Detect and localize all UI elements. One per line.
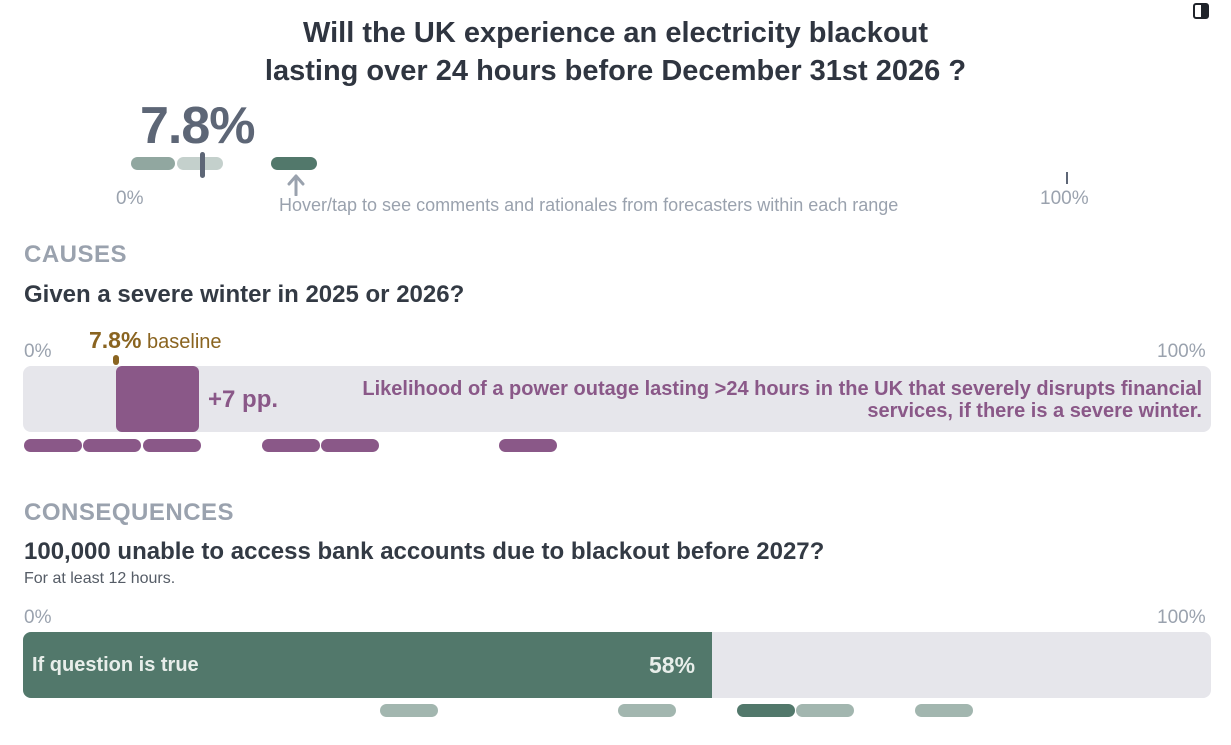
consequence-bar[interactable]	[23, 632, 712, 698]
causes-heading: CAUSES	[24, 241, 128, 268]
consequence-range-pill[interactable]	[796, 704, 854, 717]
forecast-range-pill[interactable]	[131, 157, 175, 170]
baseline-value: 7.8%	[89, 327, 142, 353]
forecast-probability: 7.8%	[140, 97, 256, 155]
consequence-question[interactable]: 100,000 unable to access bank accounts d…	[24, 538, 825, 565]
title-line-1: Will the UK experience an electricity bl…	[302, 17, 929, 49]
consequence-bar-value: 58%	[649, 652, 696, 678]
consequence-range-pill[interactable]	[380, 704, 438, 717]
consequence-range-pill[interactable]	[737, 704, 795, 717]
cause-range-pill[interactable]	[321, 439, 379, 452]
baseline-label: 7.8% baseline	[89, 327, 222, 354]
consequence-bar-label: If question is true	[32, 654, 199, 676]
axis-tick-max	[1066, 172, 1068, 184]
cause-range-pill[interactable]	[143, 439, 201, 452]
cause-question[interactable]: Given a severe winter in 2025 or 2026?	[24, 281, 465, 308]
forecast-hint: Hover/tap to see comments and rationales…	[279, 195, 899, 215]
sidebar-toggle-icon[interactable]	[1193, 3, 1209, 19]
cause-axis-max: 100%	[1157, 341, 1206, 362]
page-title: Will the UK experience an electricity bl…	[0, 14, 1231, 90]
cause-range-pill[interactable]	[499, 439, 557, 452]
cause-impact-bar[interactable]	[116, 366, 199, 432]
consequence-subtitle: For at least 12 hours.	[24, 570, 176, 587]
forecast-axis-max: 100%	[1040, 188, 1089, 209]
cause-description-line-1: Likelihood of a power outage lasting >24…	[362, 378, 1202, 400]
cause-range-pill[interactable]	[83, 439, 141, 452]
cause-range-pill[interactable]	[262, 439, 320, 452]
consequence-axis-max: 100%	[1157, 607, 1206, 628]
arrow-up-icon	[287, 174, 305, 196]
forecast-axis-min: 0%	[116, 188, 144, 209]
forecast-marker	[200, 152, 205, 178]
cause-description: Likelihood of a power outage lasting >24…	[282, 378, 1202, 422]
forecast-range-pill[interactable]	[271, 157, 317, 170]
consequence-axis-min: 0%	[24, 607, 52, 628]
cause-delta-label: +7 pp.	[208, 386, 279, 413]
title-line-2: lasting over 24 hours before December 31…	[264, 55, 967, 87]
consequences-heading: CONSEQUENCES	[24, 499, 235, 526]
baseline-marker	[113, 355, 119, 365]
cause-track[interactable]	[23, 366, 1211, 432]
cause-range-pill[interactable]	[24, 439, 82, 452]
consequence-range-pill[interactable]	[618, 704, 676, 717]
baseline-word: baseline	[147, 331, 222, 353]
cause-axis-min: 0%	[24, 341, 52, 362]
cause-description-line-2: services, if there is a severe winter.	[867, 400, 1202, 422]
consequence-range-pill[interactable]	[915, 704, 973, 717]
